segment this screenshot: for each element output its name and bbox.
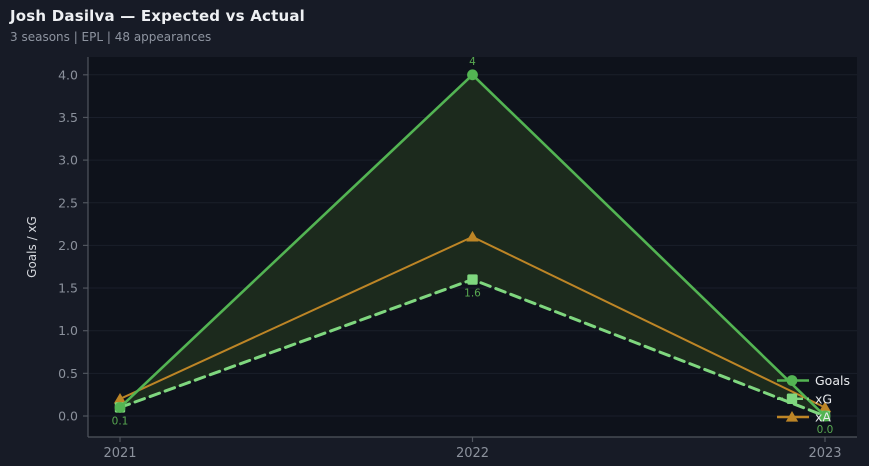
xa-marker-2022 (466, 230, 479, 242)
xg-marker-2022 (467, 274, 478, 285)
chart-title: Josh Dasilva — Expected vs Actual (10, 7, 306, 25)
fill-between-goals-xg (120, 74, 825, 417)
goals-marker-2021 (114, 402, 126, 413)
x-tick-label: 2021 (103, 446, 136, 461)
legend-label-xa: xA (815, 410, 831, 425)
legend-marker-xg (786, 393, 798, 404)
y-tick-label: 3.0 (58, 153, 78, 168)
xa-marker-2023 (818, 401, 832, 413)
xa-marker-2021 (113, 392, 127, 404)
y-tick-label: 0.5 (58, 366, 78, 381)
y-tick-label: 1.0 (58, 323, 78, 338)
y-tick-label: 3.5 (58, 110, 78, 125)
y-tick-label: 1.5 (58, 281, 78, 296)
y-tick-label: 2.5 (58, 195, 78, 210)
point-label: 1.6 (464, 288, 481, 300)
point-label: 0.0 (817, 424, 834, 436)
y-tick-label: 2.0 (58, 238, 78, 253)
point-label: 4 (469, 56, 476, 68)
y-tick-label: 0.0 (58, 409, 78, 424)
y-axis-label: Goals / xG (25, 216, 39, 278)
goals-marker-2023 (819, 410, 831, 422)
legend-label-xg: xG (815, 391, 832, 406)
chart-header: Josh Dasilva — Expected vs Actual 3 seas… (10, 7, 305, 44)
legend-label-goals: Goals (815, 373, 850, 388)
y-tick-label: 4.0 (58, 67, 78, 82)
legend-marker-xa (785, 411, 799, 422)
goals-marker-2022 (467, 69, 478, 81)
legend-marker-goals (786, 375, 798, 386)
x-tick-label: 2022 (456, 446, 489, 461)
x-tick-label: 2023 (808, 446, 841, 461)
chart-subtitle: 3 seasons | EPL | 48 appearances (10, 30, 212, 44)
point-label: 0.1 (112, 415, 129, 427)
